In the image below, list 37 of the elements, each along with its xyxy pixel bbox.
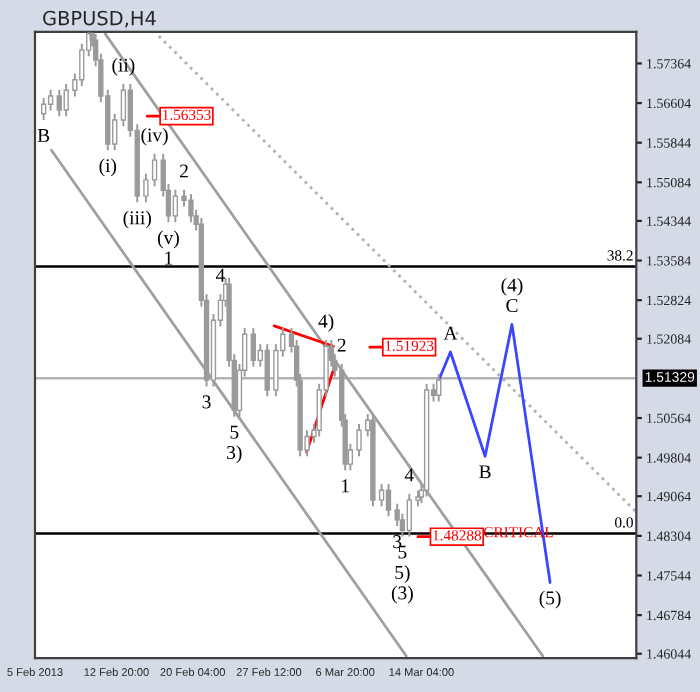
annotation: 2 (180, 164, 188, 178)
annotation: B (479, 465, 491, 479)
annotation: 5 (398, 545, 407, 559)
annotation: 1 (342, 479, 349, 493)
annotation: 3 (393, 535, 402, 549)
candlestick (436, 372, 442, 403)
candlestick (188, 193, 194, 224)
annotation: 1 (165, 251, 173, 265)
candlestick (47, 88, 54, 112)
annotation: 5 (230, 425, 239, 439)
chart-title: GBPUSD,H4 (43, 10, 156, 28)
annotation: (iv) (141, 127, 168, 146)
annotation: 5) (395, 565, 410, 583)
annotation: (v) (157, 230, 179, 249)
annotation: (3) (391, 585, 413, 604)
annotation: B (37, 129, 50, 142)
annotation: 3) (227, 445, 242, 464)
annotation: (i) (99, 158, 117, 177)
line-series (437, 322, 552, 584)
annotation: 2 (337, 338, 346, 352)
candlestick (120, 83, 127, 128)
annotation: 4) (318, 314, 334, 332)
annotation: (5) (539, 590, 561, 609)
annotation: (ii) (112, 58, 135, 76)
annotation: C (506, 299, 518, 313)
candlestick (56, 88, 62, 118)
candlestick (250, 327, 257, 368)
annotation: 3 (202, 395, 211, 409)
annotation: (iii) (123, 210, 151, 229)
annotation: A (443, 326, 458, 340)
annotation: 4 (404, 468, 414, 482)
candlestick (172, 188, 179, 224)
candlestick (406, 492, 412, 538)
annotation: (4) (501, 277, 523, 296)
candlestick (356, 422, 362, 458)
candlestick (385, 482, 392, 518)
annotation: 4 (215, 268, 225, 282)
